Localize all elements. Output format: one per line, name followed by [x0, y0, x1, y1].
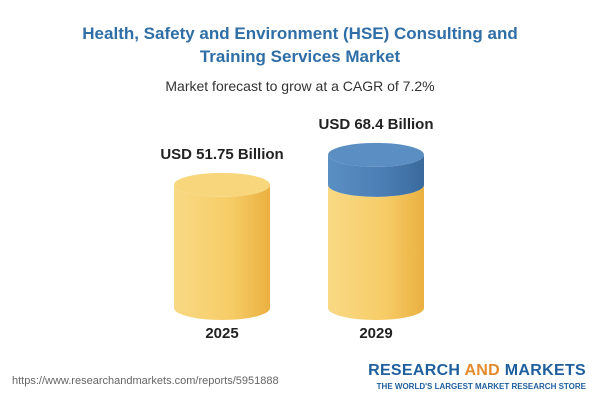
brand-word: RESEARCH	[368, 362, 461, 379]
value-label: USD 51.75 Billion	[160, 146, 283, 163]
cylinder	[174, 172, 270, 320]
brand-word: MARKETS	[504, 362, 586, 379]
cylinder-base	[328, 184, 424, 320]
chart-title: Health, Safety and Environment (HSE) Con…	[82, 24, 518, 66]
chart-subtitle: Market forecast to grow at a CAGR of 7.2…	[165, 78, 435, 94]
cylinder-growth-top	[328, 142, 424, 167]
x-tick-label: 2029	[359, 325, 392, 342]
source-url: https://www.researchandmarkets.com/repor…	[12, 375, 279, 387]
brand-logo: RESEARCH AND MARKETS	[368, 362, 586, 380]
brand-word: AND	[464, 362, 501, 379]
cylinder-growth	[328, 154, 424, 197]
x-tick-label: 2025	[205, 325, 238, 342]
cylinder	[328, 142, 424, 320]
value-label: USD 68.4 Billion	[318, 116, 433, 133]
cylinder-body-top	[174, 172, 270, 197]
brand-tagline: THE WORLD'S LARGEST MARKET RESEARCH STOR…	[376, 382, 586, 391]
cylinder-body	[174, 184, 270, 320]
